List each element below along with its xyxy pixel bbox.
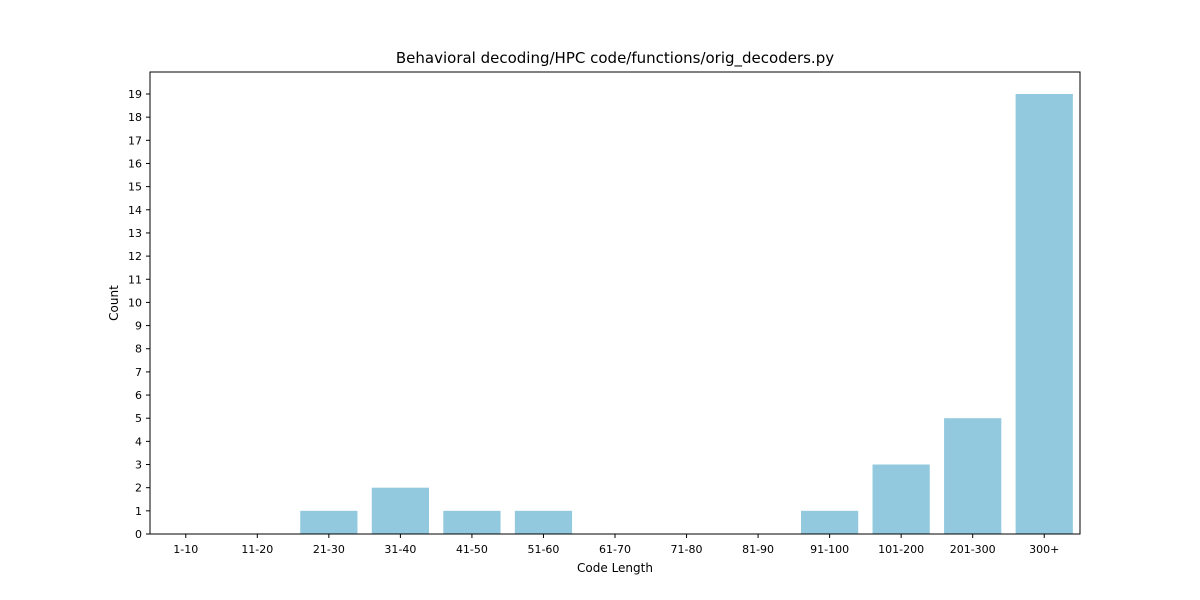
bar-300+ (1015, 94, 1073, 534)
x-tick-label: 21-30 (313, 543, 345, 556)
y-tick-label: 4 (135, 435, 142, 448)
x-tick-label: 31-40 (384, 543, 416, 556)
y-axis-label: Count (107, 285, 121, 321)
y-tick-label: 17 (128, 134, 142, 147)
bars-group (300, 94, 1073, 534)
x-tick-label: 61-70 (599, 543, 631, 556)
x-tick-label: 1-10 (173, 543, 198, 556)
x-tick-label: 11-20 (241, 543, 273, 556)
bar-21-30 (300, 510, 358, 534)
y-tick-label: 11 (128, 273, 142, 286)
x-tick-label: 91-100 (810, 543, 849, 556)
bar-201-300 (944, 418, 1002, 534)
y-tick-label: 16 (128, 157, 142, 170)
bar-51-60 (514, 510, 573, 534)
plot-frame (149, 71, 1081, 535)
y-tick-label: 2 (135, 482, 142, 495)
x-tick-label: 41-50 (456, 543, 488, 556)
y-tick-label: 7 (135, 366, 142, 379)
y-tick-label: 12 (128, 250, 142, 263)
bar-41-50 (443, 510, 501, 534)
x-tick-label: 51-60 (527, 543, 559, 556)
y-tick-label: 13 (128, 227, 142, 240)
bar-101-200 (872, 464, 930, 534)
x-axis: 1-10 11-20 21-30 31-40 41-50 51-60 61-70 71-80 8… (173, 534, 1059, 556)
y-tick-label: 8 (135, 343, 142, 356)
x-tick-label: 71-80 (671, 543, 703, 556)
x-tick-label: 81-90 (742, 543, 774, 556)
x-tick-label: 300+ (1029, 543, 1059, 556)
x-tick-label: 201-300 (950, 543, 996, 556)
y-tick-label: 1 (135, 505, 142, 518)
y-tick-label: 18 (128, 111, 142, 124)
y-tick-label: 0 (135, 528, 142, 541)
chart-title: Behavioral decoding/HPC code/functions/o… (396, 49, 834, 68)
y-tick-label: 9 (135, 320, 142, 333)
y-tick-label: 19 (128, 88, 142, 101)
y-tick-label: 3 (135, 459, 142, 472)
y-tick-label: 10 (128, 296, 142, 309)
y-tick-label: 5 (135, 412, 142, 425)
y-tick-label: 6 (135, 389, 142, 402)
bar-31-40 (371, 487, 429, 534)
x-tick-label: 101-200 (878, 543, 924, 556)
bar-91-100 (801, 510, 859, 534)
y-tick-label: 14 (128, 204, 142, 217)
y-tick-label: 15 (128, 181, 142, 194)
x-axis-label: Code Length (577, 561, 653, 575)
